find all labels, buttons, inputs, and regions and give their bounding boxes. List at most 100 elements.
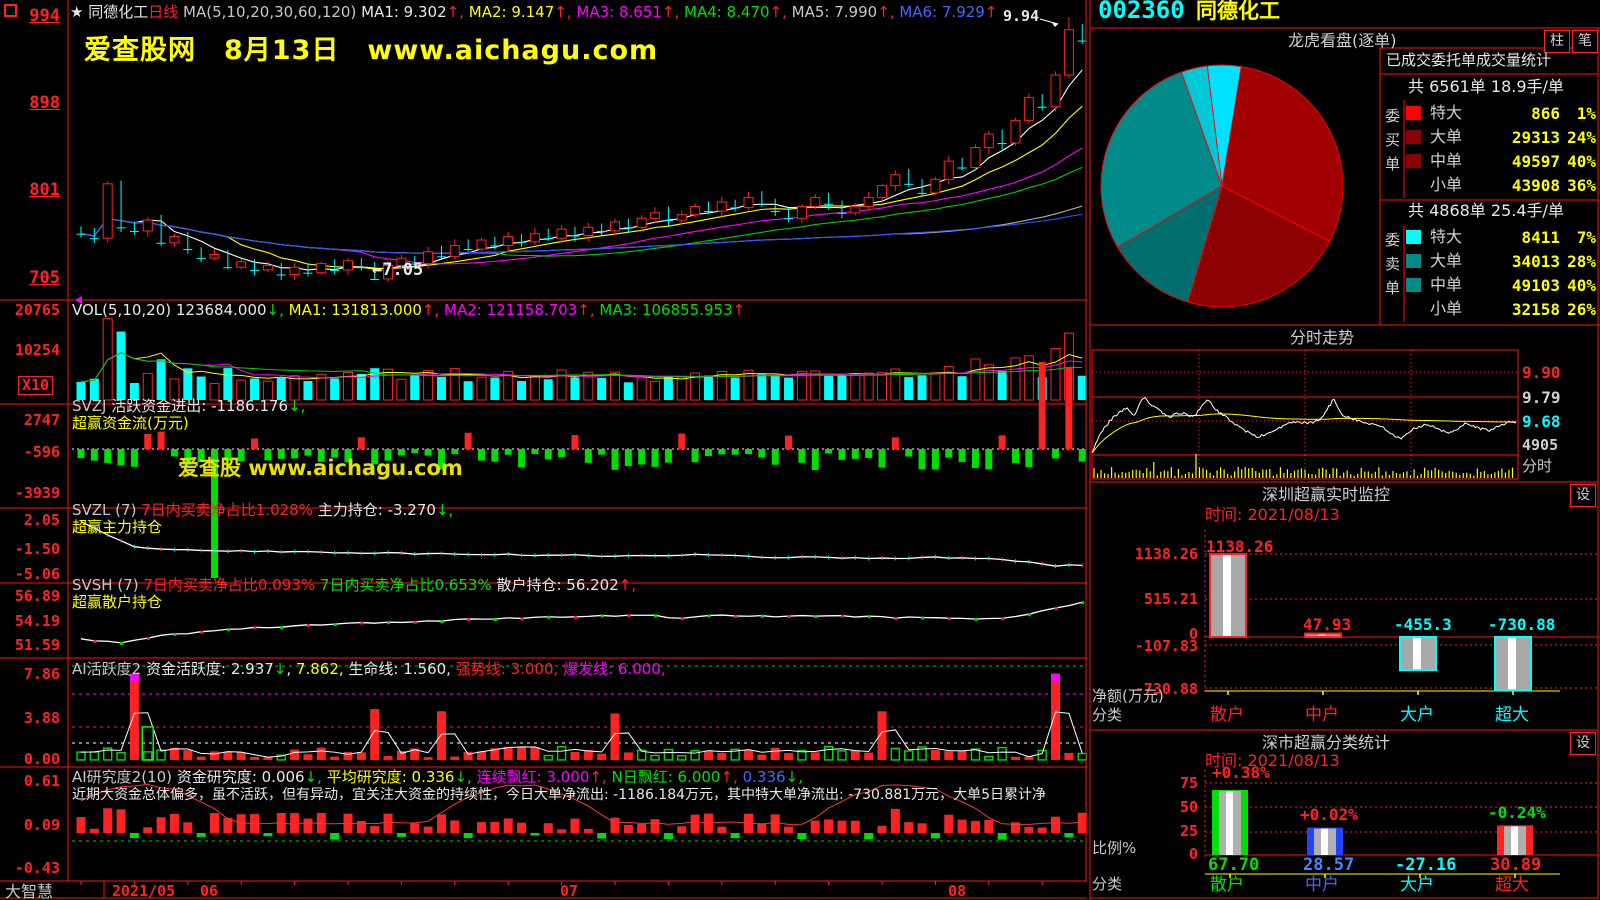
ai1-label: AI活跃度2	[72, 660, 142, 678]
watermark-date: 8月13日	[224, 35, 340, 66]
up-arrow-icon: ↑,	[769, 3, 787, 21]
down-arrow-icon: ↓,	[785, 768, 803, 786]
intraday-mode-label: 分时	[1522, 457, 1553, 475]
svzl-axis-3: -5.06	[14, 565, 60, 583]
pane4-cat: 大户	[1400, 875, 1434, 895]
intraday-last-label: 9.68	[1522, 412, 1561, 431]
sell-row-pct: 28%	[1567, 252, 1596, 271]
watermark-site: 爱查股网	[84, 35, 196, 66]
vol-header: VOL(5,10,20) 123684.000↓, MA1: 131813.00…	[72, 302, 745, 319]
down-arrow-icon: ↓,	[454, 768, 472, 786]
intraday-prevclose-label: 9.79	[1522, 388, 1561, 407]
svzj-axis-1: 2747	[23, 411, 60, 429]
ai2-axis-2: 0.09	[23, 816, 60, 834]
intraday-high-label: 9.90	[1522, 363, 1561, 382]
sell-side-label: 委卖单	[1384, 231, 1400, 297]
high-annotation: 9.94	[1003, 7, 1040, 25]
svsh-axis-1: 56.89	[14, 587, 60, 605]
svzl-header: SVZL (7) 7日内买卖净占比1.028% 主力持仓: -3.270↓,	[72, 502, 453, 519]
order-swatch	[1406, 106, 1421, 120]
sell-row-value: 34013	[1511, 252, 1560, 271]
buy-total: 共 6561单 18.9手/单	[1408, 77, 1564, 96]
svzl-value: 主力持仓: -3.270	[317, 501, 436, 519]
svzj-header: SVZJ 活跃资金进出: -1186.176↓,	[72, 398, 305, 415]
svsh-ratio2: 7日内买卖净占比0.653%	[319, 576, 492, 594]
buy-row-label: 小单	[1430, 175, 1463, 194]
up-arrow-icon: ↑,	[554, 3, 572, 21]
ai1-axis-2: 3.88	[23, 709, 60, 727]
vol-ma3: MA3: 106855.953	[599, 301, 733, 319]
pane3-bar-value: 1138.26	[1206, 537, 1274, 556]
pane3-title: 深圳超赢实时监控	[1262, 485, 1391, 504]
pane3-bar-value: -730.88	[1488, 615, 1556, 634]
intraday-vol-label: 4905	[1522, 436, 1559, 454]
order-swatch	[1406, 154, 1421, 168]
order-swatch	[1406, 130, 1421, 144]
tool-icon[interactable]	[4, 4, 17, 17]
pane3-cat: 中户	[1305, 705, 1339, 725]
up-arrow-icon: ↑,	[720, 768, 738, 786]
pane4-title: 深市超赢分类统计	[1262, 733, 1391, 752]
pen-mode-button[interactable]: 笔	[1572, 30, 1598, 53]
ai2-ndays: N日飘红: 6.000	[611, 768, 721, 786]
svzj-label: SVZJ	[72, 397, 107, 415]
pane3-cat: 超大	[1495, 705, 1529, 725]
down-arrow-icon: ↓,	[304, 768, 322, 786]
sell-row-label: 大单	[1430, 251, 1463, 270]
date-tick: 06	[200, 882, 219, 900]
svsh-axis-3: 51.59	[14, 636, 60, 654]
pane4-value: 30.89	[1490, 855, 1542, 875]
pane4-settings-button[interactable]: 设	[1570, 732, 1596, 755]
date-tick: 2021/05	[112, 882, 176, 900]
up-arrow-icon: ↑,	[421, 301, 440, 319]
down-arrow-icon: ↓	[273, 660, 287, 678]
kline-header: ★ 同德化工日线 MA(5,10,20,30,60,120) MA1: 9.30…	[70, 4, 997, 21]
buy-row-pct: 1%	[1576, 104, 1596, 123]
stats-title: 已成交委托单成交量统计	[1386, 51, 1552, 69]
stock-code: 002360	[1098, 0, 1185, 24]
pane4-value: 28.57	[1303, 855, 1355, 875]
pane3-cat: 大户	[1400, 705, 1434, 725]
period-label[interactable]: 日线	[148, 3, 179, 21]
svzl-axis-2: -1.50	[14, 540, 60, 558]
svsh-axis-2: 54.19	[14, 612, 60, 630]
pane4-axis: 25	[1179, 822, 1198, 840]
ai2-header: AI研究度2(10) 资金研究度: 0.006↓, 平均研究度: 0.336↓,…	[72, 769, 803, 786]
sell-row-label: 中单	[1430, 275, 1463, 294]
ai2-label: AI研究度2(10)	[72, 768, 173, 786]
vol-ma1: MA1: 131813.000	[288, 301, 422, 319]
svsh-subtitle: 超赢散户持仓	[72, 593, 163, 611]
svzj-axis-3: -3939	[14, 484, 60, 502]
svsh-label: SVSH (7)	[72, 576, 139, 594]
ai1-strongline: 强势线: 3.000,	[455, 660, 559, 678]
svzj-value: 活跃资金进出: -1186.176	[111, 397, 289, 415]
pane4-pct: -0.24%	[1488, 803, 1546, 822]
date-tick: 07	[560, 882, 579, 900]
svzl-label: SVZL (7)	[72, 501, 137, 519]
pane4-axis: 50	[1179, 798, 1198, 816]
stock-name-right: 同德化工	[1196, 0, 1280, 23]
buy-row-label: 中单	[1430, 151, 1463, 170]
vol-axis-2: 10254	[14, 341, 60, 359]
order-swatch	[1406, 278, 1421, 292]
pane3-settings-button[interactable]: 设	[1570, 484, 1596, 507]
ai2-streak: 连续飘红: 3.000	[476, 768, 590, 786]
pane4-unit-label: 比例%	[1092, 839, 1137, 857]
sell-row-pct: 26%	[1567, 300, 1596, 319]
down-arrow-icon: ↓,	[288, 397, 306, 415]
buy-row-value: 29313	[1511, 128, 1560, 147]
ai1-value: 资金活跃度: 2.937	[146, 660, 274, 678]
buy-side-label: 委买单	[1384, 107, 1400, 173]
ma-group-label: MA(5,10,20,30,60,120)	[183, 3, 357, 21]
ai2-extra: 0.336	[742, 768, 786, 786]
bar-mode-button[interactable]: 柱	[1544, 30, 1570, 53]
ai1-lifeline: 生命线: 1.560,	[348, 660, 451, 678]
buy-row-value: 866	[1531, 104, 1560, 123]
pane4-axis: 75	[1179, 774, 1198, 792]
ai1-header: AI活跃度2 资金活跃度: 2.937↓, 7.862, 生命线: 1.560,…	[72, 660, 666, 678]
ma5-value: MA5: 7.990	[791, 3, 878, 21]
price-axis-705: 705	[29, 268, 60, 288]
ai2-avg: 平均研究度: 0.336	[326, 768, 455, 786]
ai1-axis-1: 7.86	[23, 665, 60, 683]
ai1-burstline: 爆发线: 6.000,	[563, 660, 666, 678]
